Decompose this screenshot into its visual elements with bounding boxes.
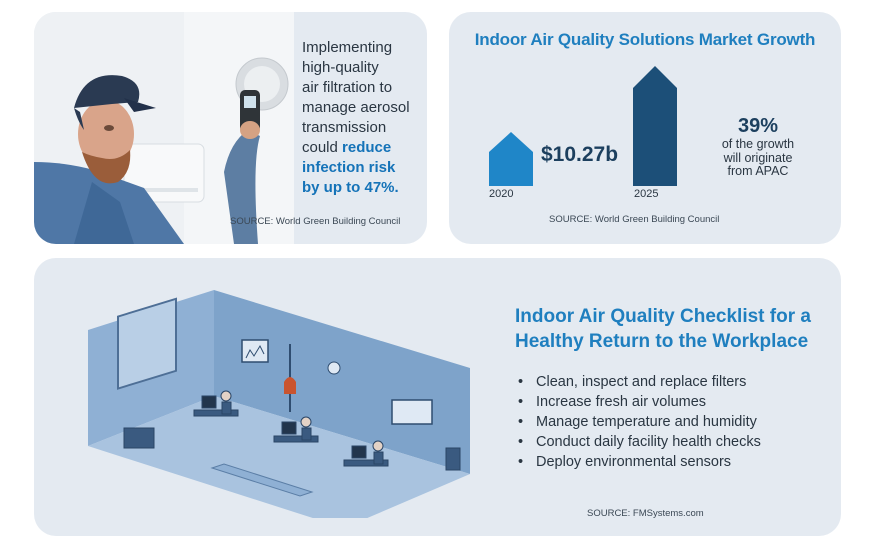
checklist-item: • Increase fresh air volumes [518, 392, 761, 412]
checklist-item-text: Increase fresh air volumes [536, 394, 707, 410]
house-2020-icon [489, 132, 533, 186]
office-illustration [88, 290, 470, 518]
checklist-item-text: Clean, inspect and replace filters [536, 374, 747, 390]
growth-houses [489, 66, 677, 186]
checklist-title: Indoor Air Quality Checklist for a Healt… [515, 304, 815, 354]
filtration-line: transmission [302, 119, 387, 136]
apac-note-line: of the growth [721, 137, 795, 151]
checklist-item-text: Deploy environmental sensors [536, 454, 732, 470]
checklist-title-line: Indoor Air Quality Checklist for a [515, 306, 811, 327]
technician-photo [34, 12, 294, 244]
market-value: $10.27b [541, 143, 619, 166]
source-label: SOURCE: FMSystems.com [587, 508, 704, 519]
filtration-statement: Implementing high-quality air filtration… [302, 38, 420, 198]
apac-note: of the growth will originate from APAC [703, 137, 813, 179]
checklist-card: Indoor Air Quality Checklist for a Healt… [34, 258, 841, 536]
filtration-line: could reduce [302, 138, 420, 158]
checklist-item-text: Manage temperature and humidity [536, 414, 757, 430]
source-label: SOURCE: World Green Building Council [230, 216, 401, 227]
filtration-word: could [302, 139, 338, 156]
apac-note-line: will originate [723, 150, 793, 165]
bullet-icon: • [518, 394, 524, 410]
source-label: SOURCE: World Green Building Council [549, 214, 720, 225]
filtration-highlight: infection risk [302, 159, 396, 176]
market-title: Indoor Air Quality Solutions Market Grow… [474, 30, 816, 49]
bullet-icon: • [518, 454, 524, 470]
checklist-title-line: Healthy Return to the Workplace [515, 331, 809, 352]
bullet-icon: • [518, 434, 524, 450]
checklist-item: • Manage temperature and humidity [518, 412, 761, 432]
filtration-line: manage aerosol [302, 99, 410, 116]
filtration-line: high-quality [302, 59, 379, 76]
checklist-item-text: Conduct daily facility health checks [536, 434, 761, 450]
checklist-item: • Clean, inspect and replace filters [518, 372, 761, 392]
filtration-line: Implementing [302, 39, 393, 56]
checklist-items: • Clean, inspect and replace filters • Inc… [518, 372, 761, 472]
filtration-highlight: by up to 47%. [302, 179, 399, 196]
bullet-icon: • [518, 414, 524, 430]
house-2025-icon [633, 66, 677, 186]
year-start-label: 2020 [489, 188, 514, 200]
apac-percent: 39% [737, 115, 779, 137]
market-growth-card: Indoor Air Quality Solutions Market Grow… [449, 12, 841, 244]
filtration-highlight: reduce [342, 139, 392, 156]
filtration-line: air filtration to [302, 79, 393, 96]
apac-note-line: from APAC [727, 164, 789, 178]
year-end-label: 2025 [634, 188, 659, 200]
checklist-item: • Conduct daily facility health checks [518, 432, 761, 452]
bullet-icon: • [518, 374, 524, 390]
checklist-item: • Deploy environmental sensors [518, 452, 761, 472]
filtration-card: Implementing high-quality air filtration… [34, 12, 427, 244]
